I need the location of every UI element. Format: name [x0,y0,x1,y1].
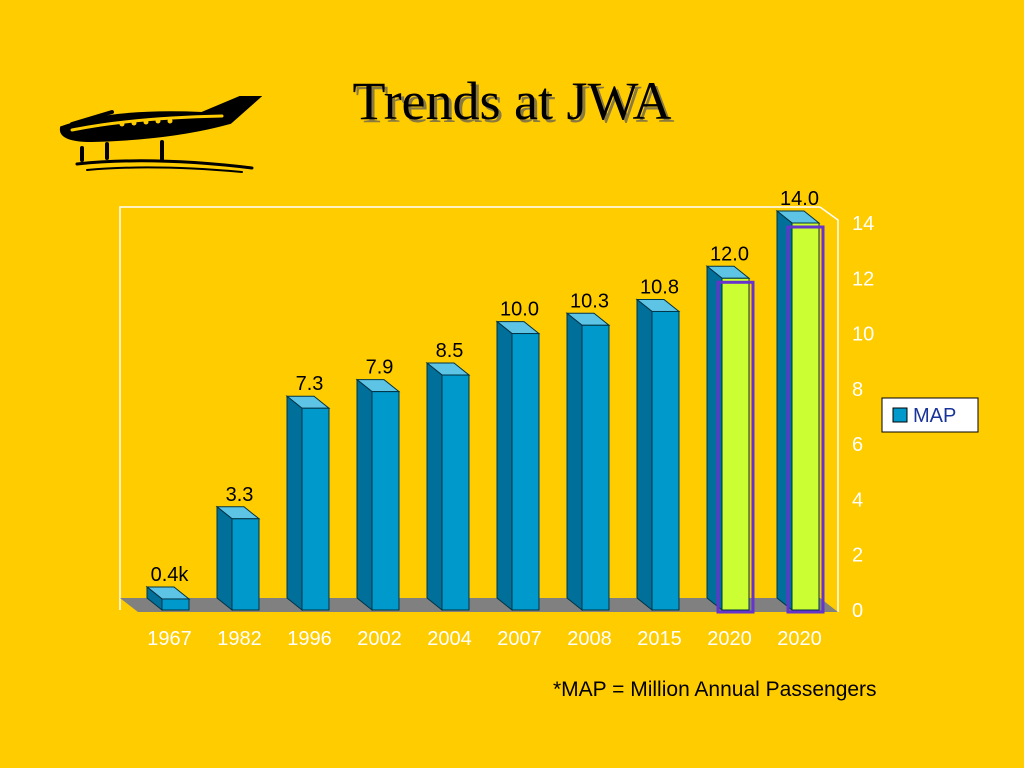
x-tick-label: 2007 [497,628,542,650]
slide-title: Trends at JWA [352,71,672,131]
y-tick-label: 14 [852,213,874,235]
bar-2015 [635,298,681,612]
y-tick-label: 12 [852,268,874,290]
y-tick-label: 8 [852,379,863,401]
data-label: 0.4k [151,564,190,586]
bar-2020-b [775,209,825,614]
x-tick-label: 2004 [427,628,472,650]
data-label: 7.9 [366,357,394,379]
y-tick-label: 6 [852,434,863,456]
data-label: 7.3 [296,373,324,395]
x-tick-label: 2008 [567,628,612,650]
data-label: 3.3 [226,484,254,506]
data-label: 10.3 [570,290,609,312]
x-tick-label: 2002 [357,628,402,650]
y-tick-label: 2 [852,545,863,567]
legend-swatch [892,407,908,423]
data-label: 10.0 [500,299,539,321]
data-label: 8.5 [436,340,464,362]
legend-label: MAP [913,405,956,427]
bar-1996 [285,395,331,612]
footnote: *MAP = Million Annual Passengers [553,678,877,701]
bar-2020 [705,265,755,614]
bar-1982 [215,505,261,612]
bar-2007 [495,320,541,612]
data-label: 10.8 [640,276,679,298]
airplane-icon [59,96,262,173]
x-tick-label: 1982 [217,628,262,650]
data-label: 14.0 [780,188,819,210]
y-tick-label: 10 [852,324,874,346]
bar-2002 [355,378,401,612]
x-tick-label: 2020 [777,628,822,650]
bar-2004 [425,361,471,612]
y-tick-label: 0 [852,600,863,622]
data-label: 12.0 [710,243,749,265]
bar-1967 [145,585,191,612]
x-tick-label: 1967 [147,628,192,650]
legend: MAP [881,397,979,433]
bar-2008 [565,312,611,612]
x-tick-label: 2015 [637,628,682,650]
y-tick-label: 4 [852,489,863,511]
x-tick-label: 1996 [287,628,332,650]
x-tick-label: 2020 [707,628,752,650]
